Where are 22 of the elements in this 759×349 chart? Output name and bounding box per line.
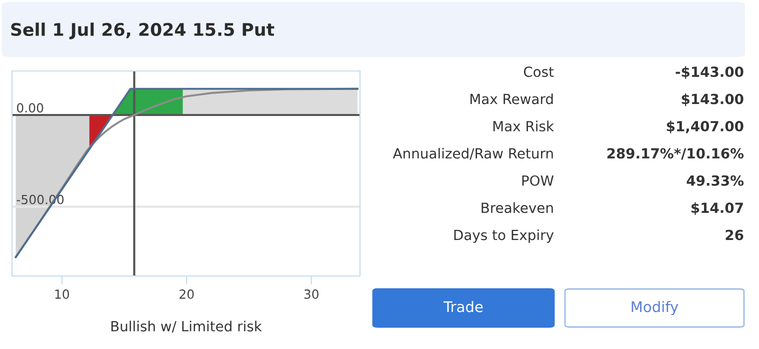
- text: Trade: [443, 300, 483, 312]
- text: 49.33%: [686, 175, 744, 186]
- text: 26: [726, 230, 744, 240]
- x-tick-label: 10: [55, 289, 70, 299]
- text: Days to Expiry: [454, 229, 554, 243]
- text: Cost: [524, 66, 554, 78]
- text: POW: [522, 175, 554, 186]
- y-tick-label: 0.00: [16, 103, 44, 113]
- text: $1,407.00: [666, 120, 744, 134]
- x-tick-label: 30: [304, 289, 318, 299]
- x-axis-title: Bullish w/ Limited risk: [111, 320, 262, 333]
- text: $143.00: [682, 93, 744, 106]
- text: Max Reward: [470, 93, 553, 104]
- text: Max Risk: [493, 120, 554, 132]
- text: Modify: [632, 300, 678, 316]
- text: Breakeven: [482, 202, 553, 214]
- x-tick-label: 20: [180, 289, 194, 299]
- text: 289.17%*/10.16%: [607, 148, 744, 160]
- text: -$143.00: [676, 66, 744, 79]
- text: Annualized/Raw Return: [392, 148, 553, 160]
- chart-title: Sell 1 Jul 26, 2024 15.5 Put: [11, 22, 274, 40]
- text: $14.07: [691, 202, 743, 215]
